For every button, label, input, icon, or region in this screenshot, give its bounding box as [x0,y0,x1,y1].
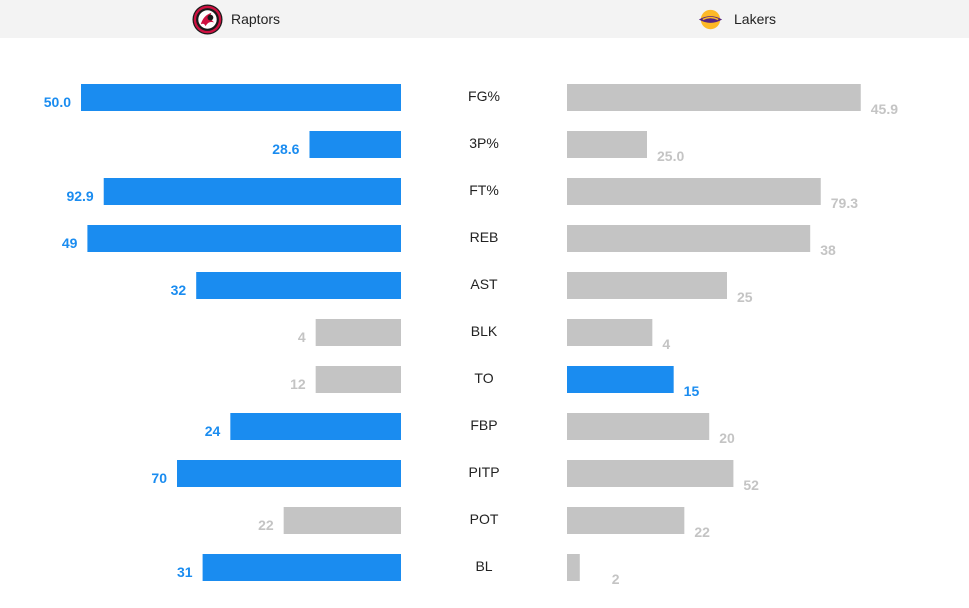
away-team[interactable]: Lakers [695,0,776,38]
stat-label: BLK [471,323,498,339]
home-value: 24 [205,423,221,439]
away-value: 15 [684,383,700,399]
team-header: Raptors Lakers [0,0,969,38]
away-value: 20 [719,430,735,446]
home-bar [309,131,401,158]
away-bar [567,554,580,581]
home-bar [315,366,401,393]
stat-label: FT% [469,182,499,198]
lakers-logo-icon [698,9,723,29]
away-value: 38 [820,242,836,258]
home-bar [87,225,402,252]
away-bar [567,507,685,534]
stat-label: REB [470,229,499,245]
home-bar [177,460,401,487]
stat-label: PITP [468,464,499,480]
away-value: 52 [743,477,759,493]
home-bar [81,84,401,111]
home-value: 49 [62,235,78,251]
home-value: 28.6 [272,141,299,157]
stat-label: FG% [468,88,500,104]
away-value: 45.9 [871,101,898,117]
away-bar [567,178,821,205]
home-value: 70 [151,470,167,486]
home-value: 32 [171,282,187,298]
away-bar [567,131,647,158]
home-bar [202,554,401,581]
away-value: 22 [694,524,710,540]
home-bar [230,413,401,440]
away-bar [567,460,734,487]
away-bar [567,225,811,252]
home-value: 92.9 [66,188,93,204]
away-value: 4 [662,336,670,352]
home-value: 4 [298,329,306,345]
home-value: 50.0 [44,94,71,110]
away-value: 2 [612,571,620,587]
home-value: 12 [290,376,306,392]
home-bar [196,272,401,299]
away-bar [567,319,653,346]
away-bar [567,366,674,393]
stat-label: 3P% [469,135,499,151]
home-value: 22 [258,517,274,533]
away-bar [567,413,710,440]
stat-label: FBP [470,417,497,433]
away-value: 25.0 [657,148,684,164]
stat-label: AST [470,276,498,292]
home-team-name: Raptors [231,11,281,27]
away-value: 79.3 [831,195,858,211]
away-bar [567,84,861,111]
raptors-logo-icon [192,3,223,35]
home-value: 31 [177,564,193,580]
home-team[interactable]: Raptors [192,0,280,38]
stat-label: TO [474,370,493,386]
away-value: 25 [737,289,753,305]
stat-label: POT [470,511,499,527]
away-bar [567,272,727,299]
home-bar [315,319,401,346]
stat-label: BL [475,558,492,574]
home-bar [283,507,401,534]
home-bar [103,178,401,205]
away-team-name: Lakers [734,11,777,27]
